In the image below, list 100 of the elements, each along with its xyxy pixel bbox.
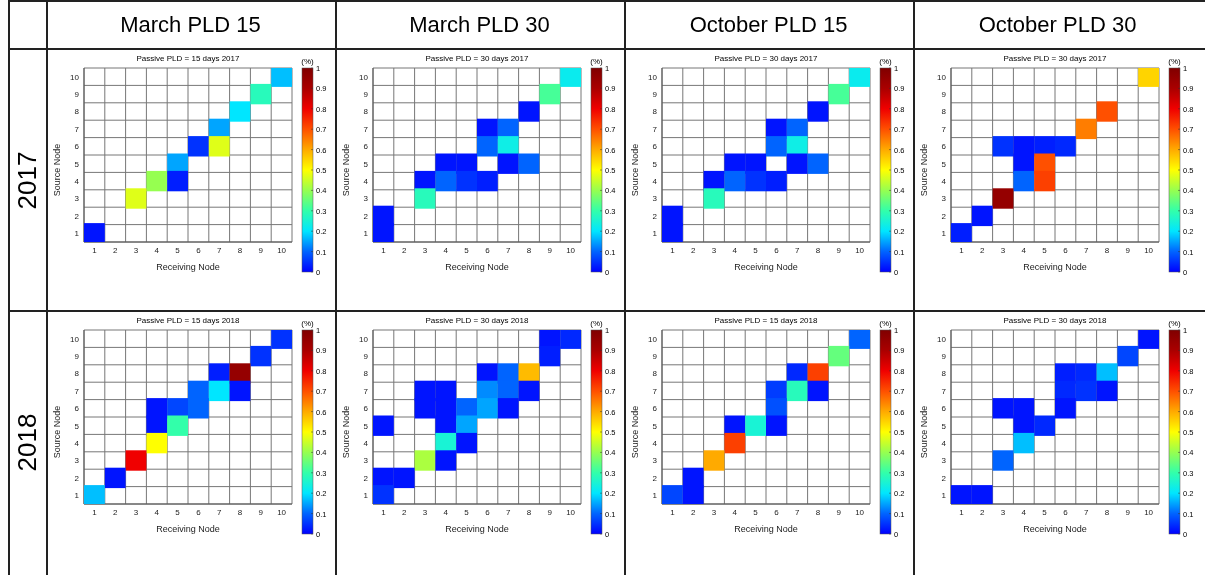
y-tick-label: 6 [74,404,80,414]
x-tick-label: 7 [216,245,222,255]
y-axis-title: Source Node [919,143,929,197]
x-tick-label: 1 [92,507,98,517]
text: 2018 [11,412,43,474]
x-tick-label: 1 [381,245,387,255]
x-tick-label: 2 [979,507,985,517]
y-tick-label: 4 [74,176,80,186]
y-tick-label: 6 [941,142,947,152]
y-tick-label: 7 [74,386,80,396]
color-bar-title: (%) [879,57,893,66]
y-tick-label: 9 [652,351,658,361]
chart-title: Passive PLD = 15 days 2018 [135,316,241,325]
y-tick-label: 1 [74,491,80,501]
x-tick-label: 10 [1144,245,1154,255]
y-tick-label: 3 [652,194,658,204]
y-axis-title: Source Node [919,405,929,459]
y-tick-label: 2 [941,211,947,221]
x-tick-label: 8 [1104,507,1110,517]
x-tick-label: 6 [1063,507,1069,517]
y-tick-label: 9 [652,89,658,99]
x-tick-label: 9 [547,245,553,255]
x-tick-label: 6 [196,245,202,255]
y-tick-label: 7 [363,386,369,396]
color-bar-title: (%) [301,57,315,66]
x-tick-label: 9 [547,507,553,517]
x-axis-title: Receiving Node [734,524,798,534]
x-tick-label: 8 [237,245,243,255]
y-tick-label: 5 [74,159,80,169]
y-tick-label: 8 [652,369,658,379]
x-tick-label: 8 [815,245,821,255]
x-axis-title: Receiving Node [1023,524,1087,534]
y-axis-title: Source Node [52,143,62,197]
x-tick-label: 3 [422,245,428,255]
y-tick-label: 2 [74,211,80,221]
y-tick-label: 10 [937,72,947,82]
y-tick-label: 1 [652,491,658,501]
y-tick-label: 1 [652,229,658,239]
x-tick-label: 4 [732,507,738,517]
x-tick-label: 3 [133,507,139,517]
x-tick-label: 5 [175,507,181,517]
y-tick-label: 3 [941,194,947,204]
x-tick-label: 4 [1021,245,1027,255]
y-tick-label: 3 [363,456,369,466]
y-tick-label: 5 [652,421,658,431]
x-tick-label: 4 [443,507,449,517]
x-tick-label: 8 [815,507,821,517]
y-tick-label: 5 [652,159,658,169]
x-tick-label: 4 [1021,507,1027,517]
x-tick-label: 8 [237,507,243,517]
x-tick-label: 10 [566,245,576,255]
y-tick-label: 10 [359,334,369,344]
y-tick-label: 7 [652,124,658,134]
y-tick-label: 8 [941,369,947,379]
color-bar-title: (%) [590,57,604,66]
x-tick-label: 10 [1144,507,1154,517]
y-tick-label: 8 [363,107,369,117]
y-tick-label: 10 [70,72,80,82]
x-tick-label: 3 [711,245,717,255]
y-tick-label: 5 [74,421,80,431]
x-tick-label: 2 [112,245,118,255]
y-tick-label: 6 [363,404,369,414]
x-tick-label: 6 [196,507,202,517]
x-tick-label: 5 [175,245,181,255]
x-tick-label: 3 [711,507,717,517]
x-tick-label: 8 [1104,245,1110,255]
y-tick-label: 10 [937,334,947,344]
y-tick-label: 7 [652,386,658,396]
y-tick-label: 6 [652,404,658,414]
y-tick-label: 4 [363,176,369,186]
x-tick-label: 4 [154,245,160,255]
y-tick-label: 4 [363,438,369,448]
chart-title: Passive PLD = 30 days 2017 [1002,54,1108,63]
y-axis-title: Source Node [341,405,351,459]
x-tick-label: 10 [855,507,865,517]
x-axis-title: Receiving Node [1023,262,1087,272]
y-tick-label: 1 [74,229,80,239]
x-tick-label: 7 [216,507,222,517]
y-tick-label: 1 [941,491,947,501]
x-axis-title: Receiving Node [734,262,798,272]
x-tick-label: 1 [959,507,965,517]
x-tick-label: 10 [855,245,865,255]
x-tick-label: 7 [505,245,511,255]
y-tick-label: 9 [74,89,80,99]
y-tick-label: 8 [941,107,947,117]
x-tick-label: 9 [1125,245,1131,255]
x-tick-label: 9 [258,507,264,517]
x-tick-label: 2 [979,245,985,255]
y-tick-label: 2 [652,211,658,221]
x-tick-label: 3 [1000,507,1006,517]
x-tick-label: 6 [485,507,491,517]
y-tick-label: 8 [652,107,658,117]
y-tick-label: 1 [363,491,369,501]
text: March PLD 15 [119,12,262,38]
chart-title: Passive PLD = 30 days 2018 [424,316,530,325]
x-tick-label: 1 [670,507,676,517]
text: October PLD 15 [688,12,849,38]
y-tick-label: 2 [652,473,658,483]
x-tick-label: 2 [690,507,696,517]
y-tick-label: 4 [652,438,658,448]
